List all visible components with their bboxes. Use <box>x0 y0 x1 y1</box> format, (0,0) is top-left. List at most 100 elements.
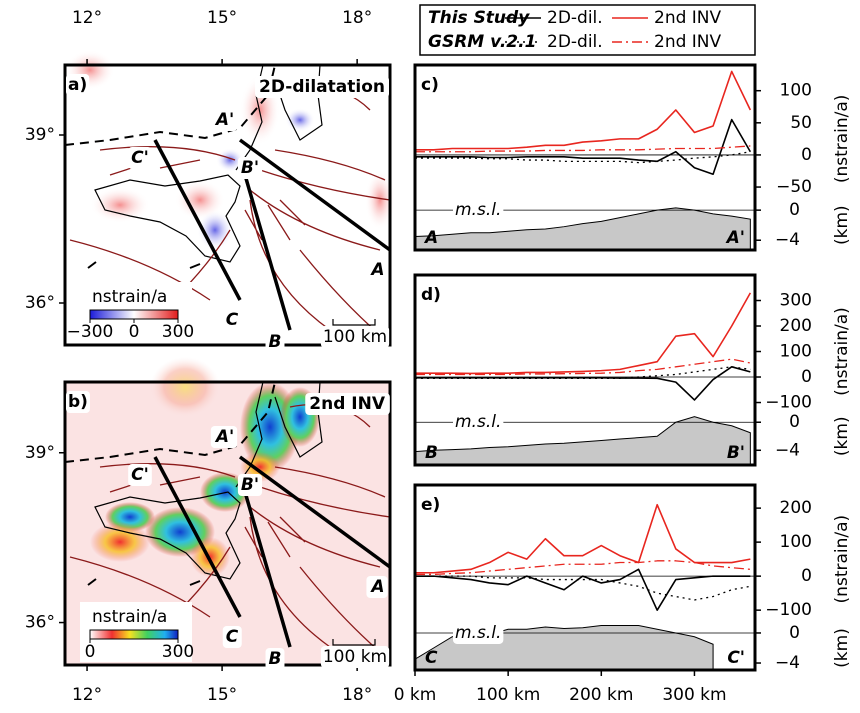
label-box <box>265 648 285 670</box>
profile-end: A' <box>725 228 745 248</box>
strain-patch <box>90 522 150 562</box>
series-line <box>415 358 751 376</box>
label-box <box>320 646 390 668</box>
strain-patch <box>175 180 225 220</box>
x-tick-label: 15° <box>207 8 237 28</box>
y-axis-title: (nstrain/a) <box>832 307 852 396</box>
plate-boundary <box>64 64 276 146</box>
legend-row-label: This Study <box>428 8 530 28</box>
y-tick-label: 0 <box>801 367 812 387</box>
profile-label: A <box>369 260 384 280</box>
chart-frame <box>413 63 757 252</box>
coastline <box>94 491 241 580</box>
y2-tick-label: 0 <box>789 200 800 220</box>
x-tick-label: 0 km <box>394 685 437 705</box>
profile-label: B' <box>241 158 259 178</box>
msl-label: m.s.l. <box>455 623 501 643</box>
x-tick-label: 100 km <box>476 685 540 705</box>
profile-line <box>153 139 242 301</box>
colorbar-tick-label: 0 <box>129 322 140 342</box>
coastline <box>94 174 241 263</box>
label-box <box>453 199 504 222</box>
profile-label: B <box>269 332 282 352</box>
y2-axis-title: (km) <box>832 416 852 456</box>
map-frame <box>63 63 392 347</box>
x-tick-label: 200 km <box>569 685 633 705</box>
colorbar-tick-label: 300 <box>162 642 194 662</box>
y-tick-label: 0 <box>801 145 812 165</box>
label-box <box>419 494 443 516</box>
y2-tick-label: 0 <box>789 623 800 643</box>
panel-letter: c) <box>421 75 439 95</box>
x-tick-label: 12° <box>72 8 102 28</box>
y-tick-label: 39° <box>25 443 55 463</box>
scale-label: 100 km <box>323 647 387 667</box>
colorbar <box>89 629 179 640</box>
coastline <box>87 261 201 269</box>
y-tick-label: −50 <box>776 177 812 197</box>
colorbar-tick-label: 300 <box>162 322 194 342</box>
scale-bar <box>332 639 376 646</box>
series-line <box>415 560 751 576</box>
series-line <box>415 70 752 151</box>
label-box <box>222 626 242 648</box>
x-tick-label: 18° <box>342 8 372 28</box>
y-tick-label: 200 <box>780 316 812 336</box>
series-line <box>415 151 751 164</box>
profile-label: C' <box>131 465 149 485</box>
profile-end: B' <box>727 443 745 463</box>
x-tick-label: 300 km <box>662 685 726 705</box>
panel-letter: a) <box>68 75 87 95</box>
topography <box>415 207 751 250</box>
label-box <box>255 76 389 98</box>
series-line <box>415 145 751 153</box>
profile-label: B <box>269 649 282 669</box>
profile-line <box>153 456 242 618</box>
profile-line <box>243 491 292 648</box>
y-tick-label: 300 <box>780 291 812 311</box>
label-box <box>366 576 388 598</box>
label-box <box>366 259 388 281</box>
profile-label: C' <box>131 148 149 168</box>
y2-axis-title: (km) <box>832 205 852 245</box>
y-tick-label: 0 <box>801 566 812 586</box>
scale-label: 100 km <box>323 327 387 347</box>
chart-frame <box>413 483 757 672</box>
msl-label: m.s.l. <box>455 200 501 220</box>
series-line <box>415 292 752 375</box>
x-tick-label: 18° <box>342 685 372 705</box>
label-box <box>210 426 238 448</box>
strain-patch <box>90 187 150 223</box>
map-frame <box>63 380 392 667</box>
strain-patch <box>150 357 220 417</box>
colorbar-tick-label: 0 <box>85 642 96 662</box>
y-tick-label: 100 <box>780 532 812 552</box>
label-box <box>419 284 443 306</box>
series-line <box>415 118 752 176</box>
strain-patch <box>200 472 250 512</box>
strain-patch <box>365 170 395 230</box>
y2-tick-label: −4 <box>775 230 800 250</box>
scale-bar <box>332 319 376 326</box>
profile-label: B' <box>241 475 259 495</box>
label-box <box>453 411 504 434</box>
y2-tick-label: 0 <box>789 412 800 432</box>
label-box <box>320 326 390 348</box>
y-tick-label: 36° <box>25 293 55 313</box>
label-box <box>210 109 238 131</box>
y-tick-label: 200 <box>780 498 812 518</box>
series-line <box>415 366 751 379</box>
label-box <box>66 74 90 96</box>
map-title: 2nd INV <box>309 394 386 414</box>
y-tick-label: −100 <box>765 393 812 413</box>
legend-box <box>419 4 756 56</box>
colorbar-label: nstrain/a <box>92 287 167 307</box>
colorbar <box>89 309 179 320</box>
coastline <box>87 578 201 586</box>
legend-label: 2nd INV <box>654 32 722 52</box>
profile-end: C' <box>727 648 745 668</box>
topography <box>415 416 751 465</box>
label-box <box>66 391 90 413</box>
series-line <box>415 503 751 574</box>
